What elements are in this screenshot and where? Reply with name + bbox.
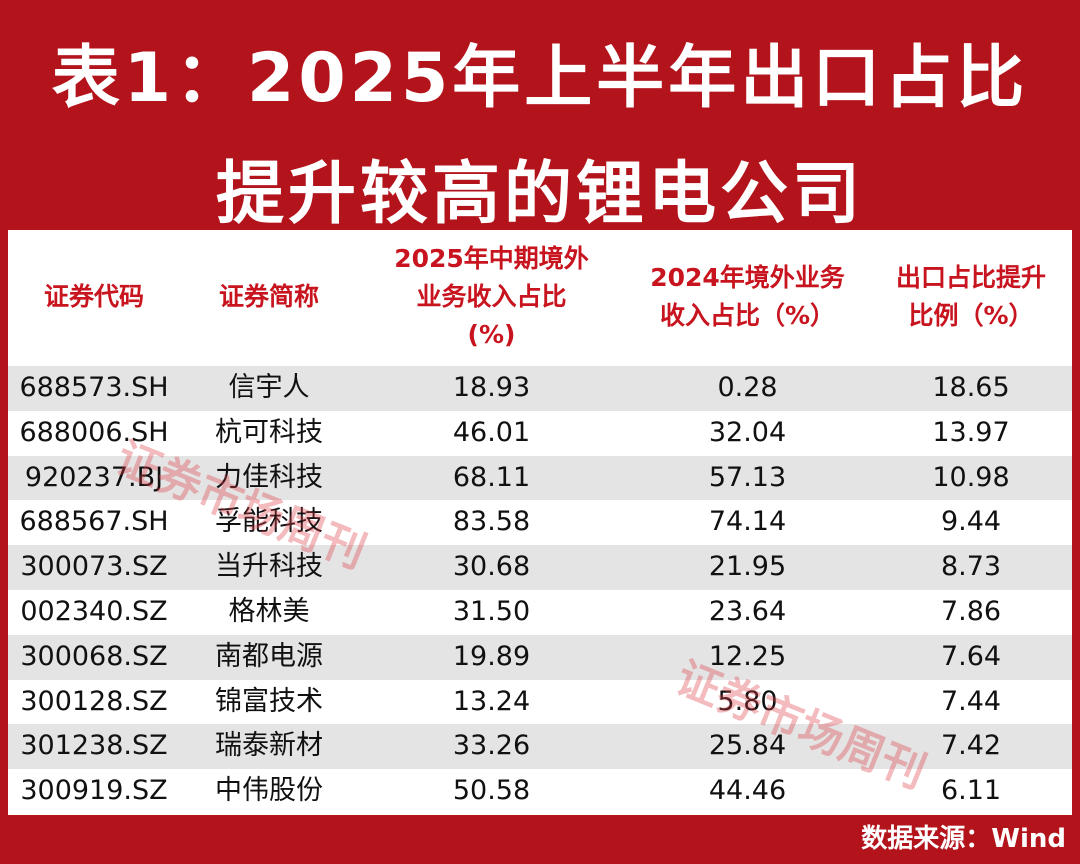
table-cell: 13.97	[932, 416, 1010, 448]
table-cell: 25.84	[708, 730, 787, 762]
table-cell: 7.86	[940, 596, 1002, 627]
table-cell: 002340.SZ	[20, 596, 168, 627]
table-cell: 格林美	[228, 596, 310, 627]
table-cell: 0.28	[717, 372, 778, 403]
table: 证券代码 证券简称 2025年中期境外 业务收入占比 (%) 2024年境外业务 收入占比（…	[8, 230, 1072, 815]
table-cell: 南都电源	[215, 640, 323, 672]
header-line: 证券简称	[218, 282, 319, 311]
table-cell: 57.13	[708, 461, 787, 493]
table-cell: 688567.SH	[19, 506, 169, 538]
table-row: 301238.SZ 瑞泰新材 33.26 25.84 7.42	[8, 724, 1072, 770]
header-line: 证券代码	[43, 282, 144, 311]
table-cell: 83.58	[452, 506, 531, 538]
table-row: 688006.SH 杭可科技 46.01 32.04 13.97	[8, 411, 1072, 456]
table-cell: 19.89	[452, 640, 531, 672]
table-cell: 300128.SZ	[20, 685, 168, 717]
table-cell: 中伟股份	[215, 775, 323, 807]
table-cell: 688006.SH	[19, 416, 169, 448]
table-row: 688573.SH 信宇人 18.93 0.28 18.65	[8, 366, 1072, 411]
table-row: 300068.SZ 南都电源 19.89 12.25 7.64	[8, 634, 1072, 680]
source-note: 数据来源：Wind	[861, 824, 1066, 854]
table-cell: 23.64	[708, 596, 787, 627]
header-line: (%)	[467, 320, 516, 349]
table-cell: 10.98	[932, 461, 1010, 493]
table-row: 002340.SZ 格林美 31.50 23.64 7.86	[8, 590, 1072, 635]
table-cell: 44.46	[708, 775, 787, 807]
table-cell: 力佳科技	[215, 461, 323, 493]
column-header: 出口占比提升 比例（%）	[870, 230, 1072, 364]
table-row: 920237.BJ 力佳科技 68.11 57.13 10.98	[8, 455, 1072, 501]
table-cell: 锦富技术	[215, 685, 323, 717]
header-line: 收入占比（%）	[659, 301, 836, 330]
header-line: 2024年境外业务	[650, 263, 845, 292]
table-cell: 18.93	[452, 372, 531, 403]
table-cell: 18.65	[932, 372, 1010, 403]
column-header: 证券简称	[180, 230, 358, 364]
table-cell: 7.44	[940, 685, 1002, 717]
table-row: 688567.SH 孚能科技 83.58 74.14 9.44	[8, 500, 1072, 545]
table-cell: 33.26	[452, 730, 531, 762]
table-cell: 688573.SH	[19, 372, 169, 403]
table-cell: 8.73	[940, 551, 1002, 583]
table-cell: 当升科技	[215, 551, 323, 583]
table-cell: 74.14	[708, 506, 787, 538]
table-cell: 21.95	[708, 551, 787, 583]
table-cell: 46.01	[452, 416, 531, 448]
header-line: 2025年中期境外	[394, 244, 589, 273]
table-cell: 孚能科技	[215, 506, 323, 538]
column-header: 证券代码	[8, 230, 180, 364]
table-cell: 300068.SZ	[20, 640, 168, 672]
table-cell: 信宇人	[228, 372, 310, 403]
table-cell: 32.04	[708, 416, 787, 448]
table-cell: 7.64	[940, 640, 1002, 672]
table-cell: 300073.SZ	[20, 551, 168, 583]
header-line: 出口占比提升	[895, 263, 1046, 292]
table-cell: 7.42	[940, 730, 1002, 762]
header-line: 业务收入占比	[416, 282, 567, 311]
header-line: 比例（%）	[908, 301, 1034, 330]
column-header: 2024年境外业务 收入占比（%）	[625, 230, 870, 364]
table-row: 300128.SZ 锦富技术 13.24 5.80 7.44	[8, 680, 1072, 725]
column-header: 2025年中期境外 业务收入占比 (%)	[358, 230, 625, 364]
table-cell: 300919.SZ	[20, 775, 168, 807]
table-cell: 杭可科技	[215, 416, 323, 448]
table-cell: 30.68	[452, 551, 531, 583]
table-cell: 301238.SZ	[20, 730, 168, 762]
table-cell: 5.80	[717, 685, 778, 717]
table-cell: 6.11	[940, 775, 1002, 807]
table-cell: 68.11	[452, 461, 531, 493]
table-cell: 920237.BJ	[24, 461, 164, 493]
table-row: 300919.SZ 中伟股份 50.58 44.46 6.11	[8, 769, 1072, 814]
table-cell: 12.25	[708, 640, 787, 672]
title: 表1：2025年上半年出口占比	[51, 39, 1029, 118]
table-row: 300073.SZ 当升科技 30.68 21.95 8.73	[8, 545, 1072, 590]
title: 提升较高的锂电公司	[215, 155, 864, 234]
table-cell: 13.24	[452, 685, 531, 717]
table-cell: 9.44	[940, 506, 1002, 538]
table-cell: 50.58	[452, 775, 531, 807]
table-cell: 31.50	[452, 596, 531, 627]
table-cell: 瑞泰新材	[215, 730, 323, 762]
